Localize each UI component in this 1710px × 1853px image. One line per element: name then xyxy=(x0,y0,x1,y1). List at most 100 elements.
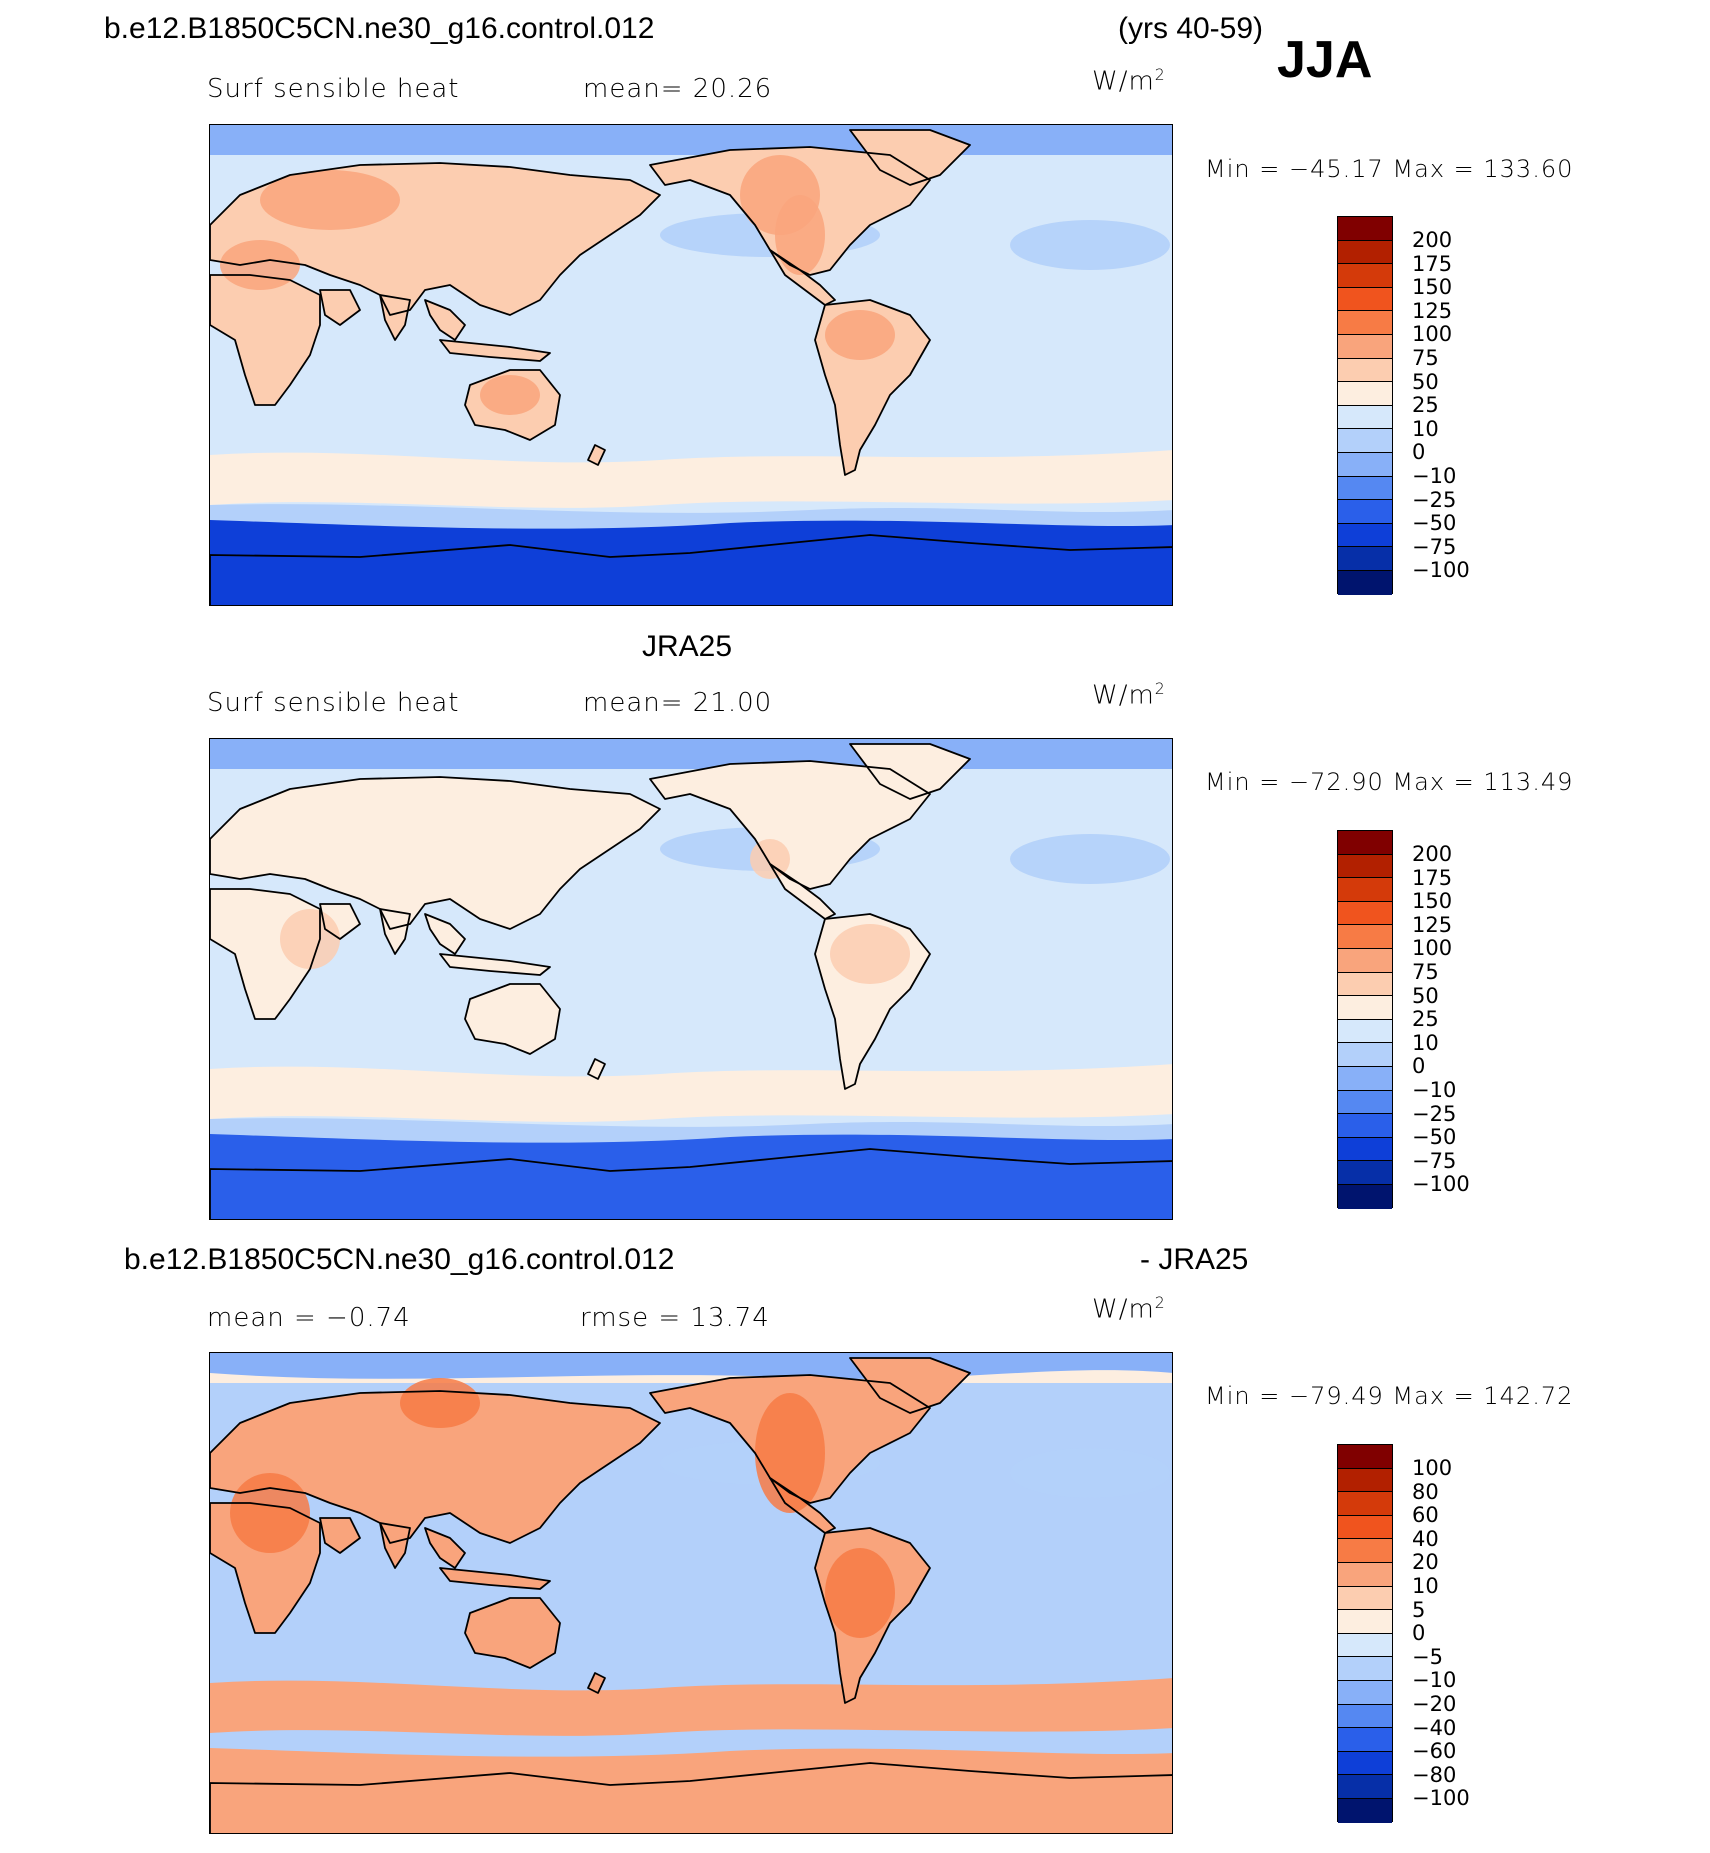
coastline-greenland xyxy=(849,1357,971,1414)
colorbar-box xyxy=(1338,1445,1392,1469)
colorbar-tick-label: 10 xyxy=(1412,1574,1439,1598)
land-anomaly xyxy=(825,1548,895,1638)
colorbar-box xyxy=(1338,334,1392,359)
coastline-antarctica xyxy=(210,534,1172,605)
land-field-seasia xyxy=(425,1528,465,1568)
land-field-greenland xyxy=(850,130,970,185)
coastline-camerica xyxy=(769,863,836,920)
colorbar-box xyxy=(1338,1515,1392,1540)
land-field-greenland xyxy=(850,1358,970,1413)
southern-ocean-band xyxy=(210,450,1172,508)
coastline-greenland xyxy=(849,129,971,186)
colorbar-box xyxy=(1338,948,1392,973)
polar-field xyxy=(210,1134,1172,1219)
coastline-samerica xyxy=(814,1527,931,1704)
colorbar-box xyxy=(1338,1704,1392,1729)
colorbar-tick-label: 25 xyxy=(1412,393,1439,418)
colorbar-box xyxy=(1338,287,1392,312)
colorbar-box xyxy=(1338,972,1392,997)
colorbar-box xyxy=(1338,1633,1392,1658)
southern-ocean-band xyxy=(210,1678,1172,1736)
panel2-minmax-label: Min = −72.90 Max = 113.49 xyxy=(1205,768,1574,796)
panel1-colorbar xyxy=(1337,216,1393,595)
panel1-minmax-label: Min = −45.17 Max = 133.60 xyxy=(1205,155,1574,183)
colorbar-tick-label: 80 xyxy=(1412,1479,1439,1504)
coastline-nz xyxy=(587,1672,606,1694)
colorbar-tick-label: −100 xyxy=(1412,1172,1470,1197)
land-anomaly xyxy=(260,170,400,230)
panel3-title-left: b.e12.B1850C5CN.ne30_g16.control.012 xyxy=(124,1243,675,1276)
coastline-australia xyxy=(464,983,561,1055)
colorbar-tick-label: 20 xyxy=(1412,1550,1439,1575)
panel2-mean-label: mean= 21.00 xyxy=(583,688,773,718)
colorbar-box xyxy=(1338,1114,1392,1138)
colorbar-box xyxy=(1338,831,1392,855)
land-anomaly xyxy=(480,375,540,415)
colorbar-tick-label: −75 xyxy=(1412,534,1457,559)
polar-field xyxy=(210,520,1172,605)
land-anomaly xyxy=(230,1473,310,1553)
colorbar-box xyxy=(1338,500,1392,524)
colorbar-tick-label: 75 xyxy=(1412,960,1439,984)
coastline-australia xyxy=(464,369,561,441)
years-label: (yrs 40-59) xyxy=(1118,12,1264,45)
panel2-title: JRA25 xyxy=(642,630,733,663)
colorbar-tick-label: 150 xyxy=(1412,275,1453,300)
colorbar-tick-label: −75 xyxy=(1412,1148,1457,1173)
coastline-eurasia xyxy=(210,776,661,930)
land-field-indonesia xyxy=(440,340,550,361)
land-field-africa xyxy=(210,275,320,405)
colorbar-tick-label: −10 xyxy=(1412,464,1457,488)
colorbar-box xyxy=(1338,264,1392,288)
colorbar-tick-label: 150 xyxy=(1412,889,1453,914)
panel3-minmax-label: Min = −79.49 Max = 142.72 xyxy=(1205,1382,1574,1410)
land-field-arabia xyxy=(320,290,360,325)
colorbar-box xyxy=(1338,878,1392,902)
coastline-africa xyxy=(210,888,321,1020)
colorbar-tick-label: 100 xyxy=(1412,1456,1453,1480)
panel3-title-right: - JRA25 xyxy=(1140,1243,1249,1276)
colorbar-tick-label: 175 xyxy=(1412,865,1453,890)
coastline-namerica xyxy=(649,1374,931,1504)
colorbar-box xyxy=(1338,1657,1392,1681)
land-field-nz xyxy=(588,445,605,465)
panel2-units-label: W/m2 xyxy=(1092,680,1166,711)
colorbar-tick-label: 50 xyxy=(1412,369,1439,394)
colorbar-box xyxy=(1338,996,1392,1020)
colorbar-box xyxy=(1338,405,1392,430)
land-field-indonesia xyxy=(440,1568,550,1589)
colorbar-box xyxy=(1338,452,1392,477)
colorbar-box xyxy=(1338,240,1392,265)
coastline-india xyxy=(379,294,411,341)
colorbar-box xyxy=(1338,1680,1392,1705)
colorbar-tick-label: 125 xyxy=(1412,298,1453,323)
coastline-seasia xyxy=(424,299,466,341)
coastline-africa xyxy=(210,274,321,406)
coastline-camerica xyxy=(769,249,836,306)
natlantic-anomaly xyxy=(1010,834,1170,884)
colorbar-tick-label: −25 xyxy=(1412,1101,1457,1126)
colorbar-tick-label: 40 xyxy=(1412,1526,1439,1551)
colorbar-tick-label: 75 xyxy=(1412,346,1439,370)
polar-field xyxy=(210,1748,1172,1833)
colorbar-box xyxy=(1338,1492,1392,1516)
land-anomaly xyxy=(830,924,910,984)
colorbar-box xyxy=(1338,1728,1392,1752)
colorbar-box xyxy=(1338,901,1392,926)
colorbar-tick-label: 50 xyxy=(1412,983,1439,1008)
coastline-samerica xyxy=(814,913,931,1090)
land-field-nz xyxy=(588,1059,605,1079)
colorbar-tick-label: 0 xyxy=(1412,1621,1426,1646)
colorbar-tick-label: 125 xyxy=(1412,912,1453,937)
panel1-units-label: W/m2 xyxy=(1092,66,1166,97)
coastline-eurasia xyxy=(210,162,661,316)
coastline-seasia xyxy=(424,913,466,955)
colorbar-box xyxy=(1338,523,1392,548)
colorbar-box xyxy=(1338,1019,1392,1044)
colorbar-tick-label: 5 xyxy=(1412,1597,1426,1622)
natlantic-anomaly xyxy=(1010,1448,1170,1498)
colorbar-tick-label: 60 xyxy=(1412,1503,1439,1528)
land-field-australia xyxy=(465,984,560,1054)
coastline-samerica xyxy=(814,299,931,476)
coastline-africa xyxy=(210,1502,321,1634)
